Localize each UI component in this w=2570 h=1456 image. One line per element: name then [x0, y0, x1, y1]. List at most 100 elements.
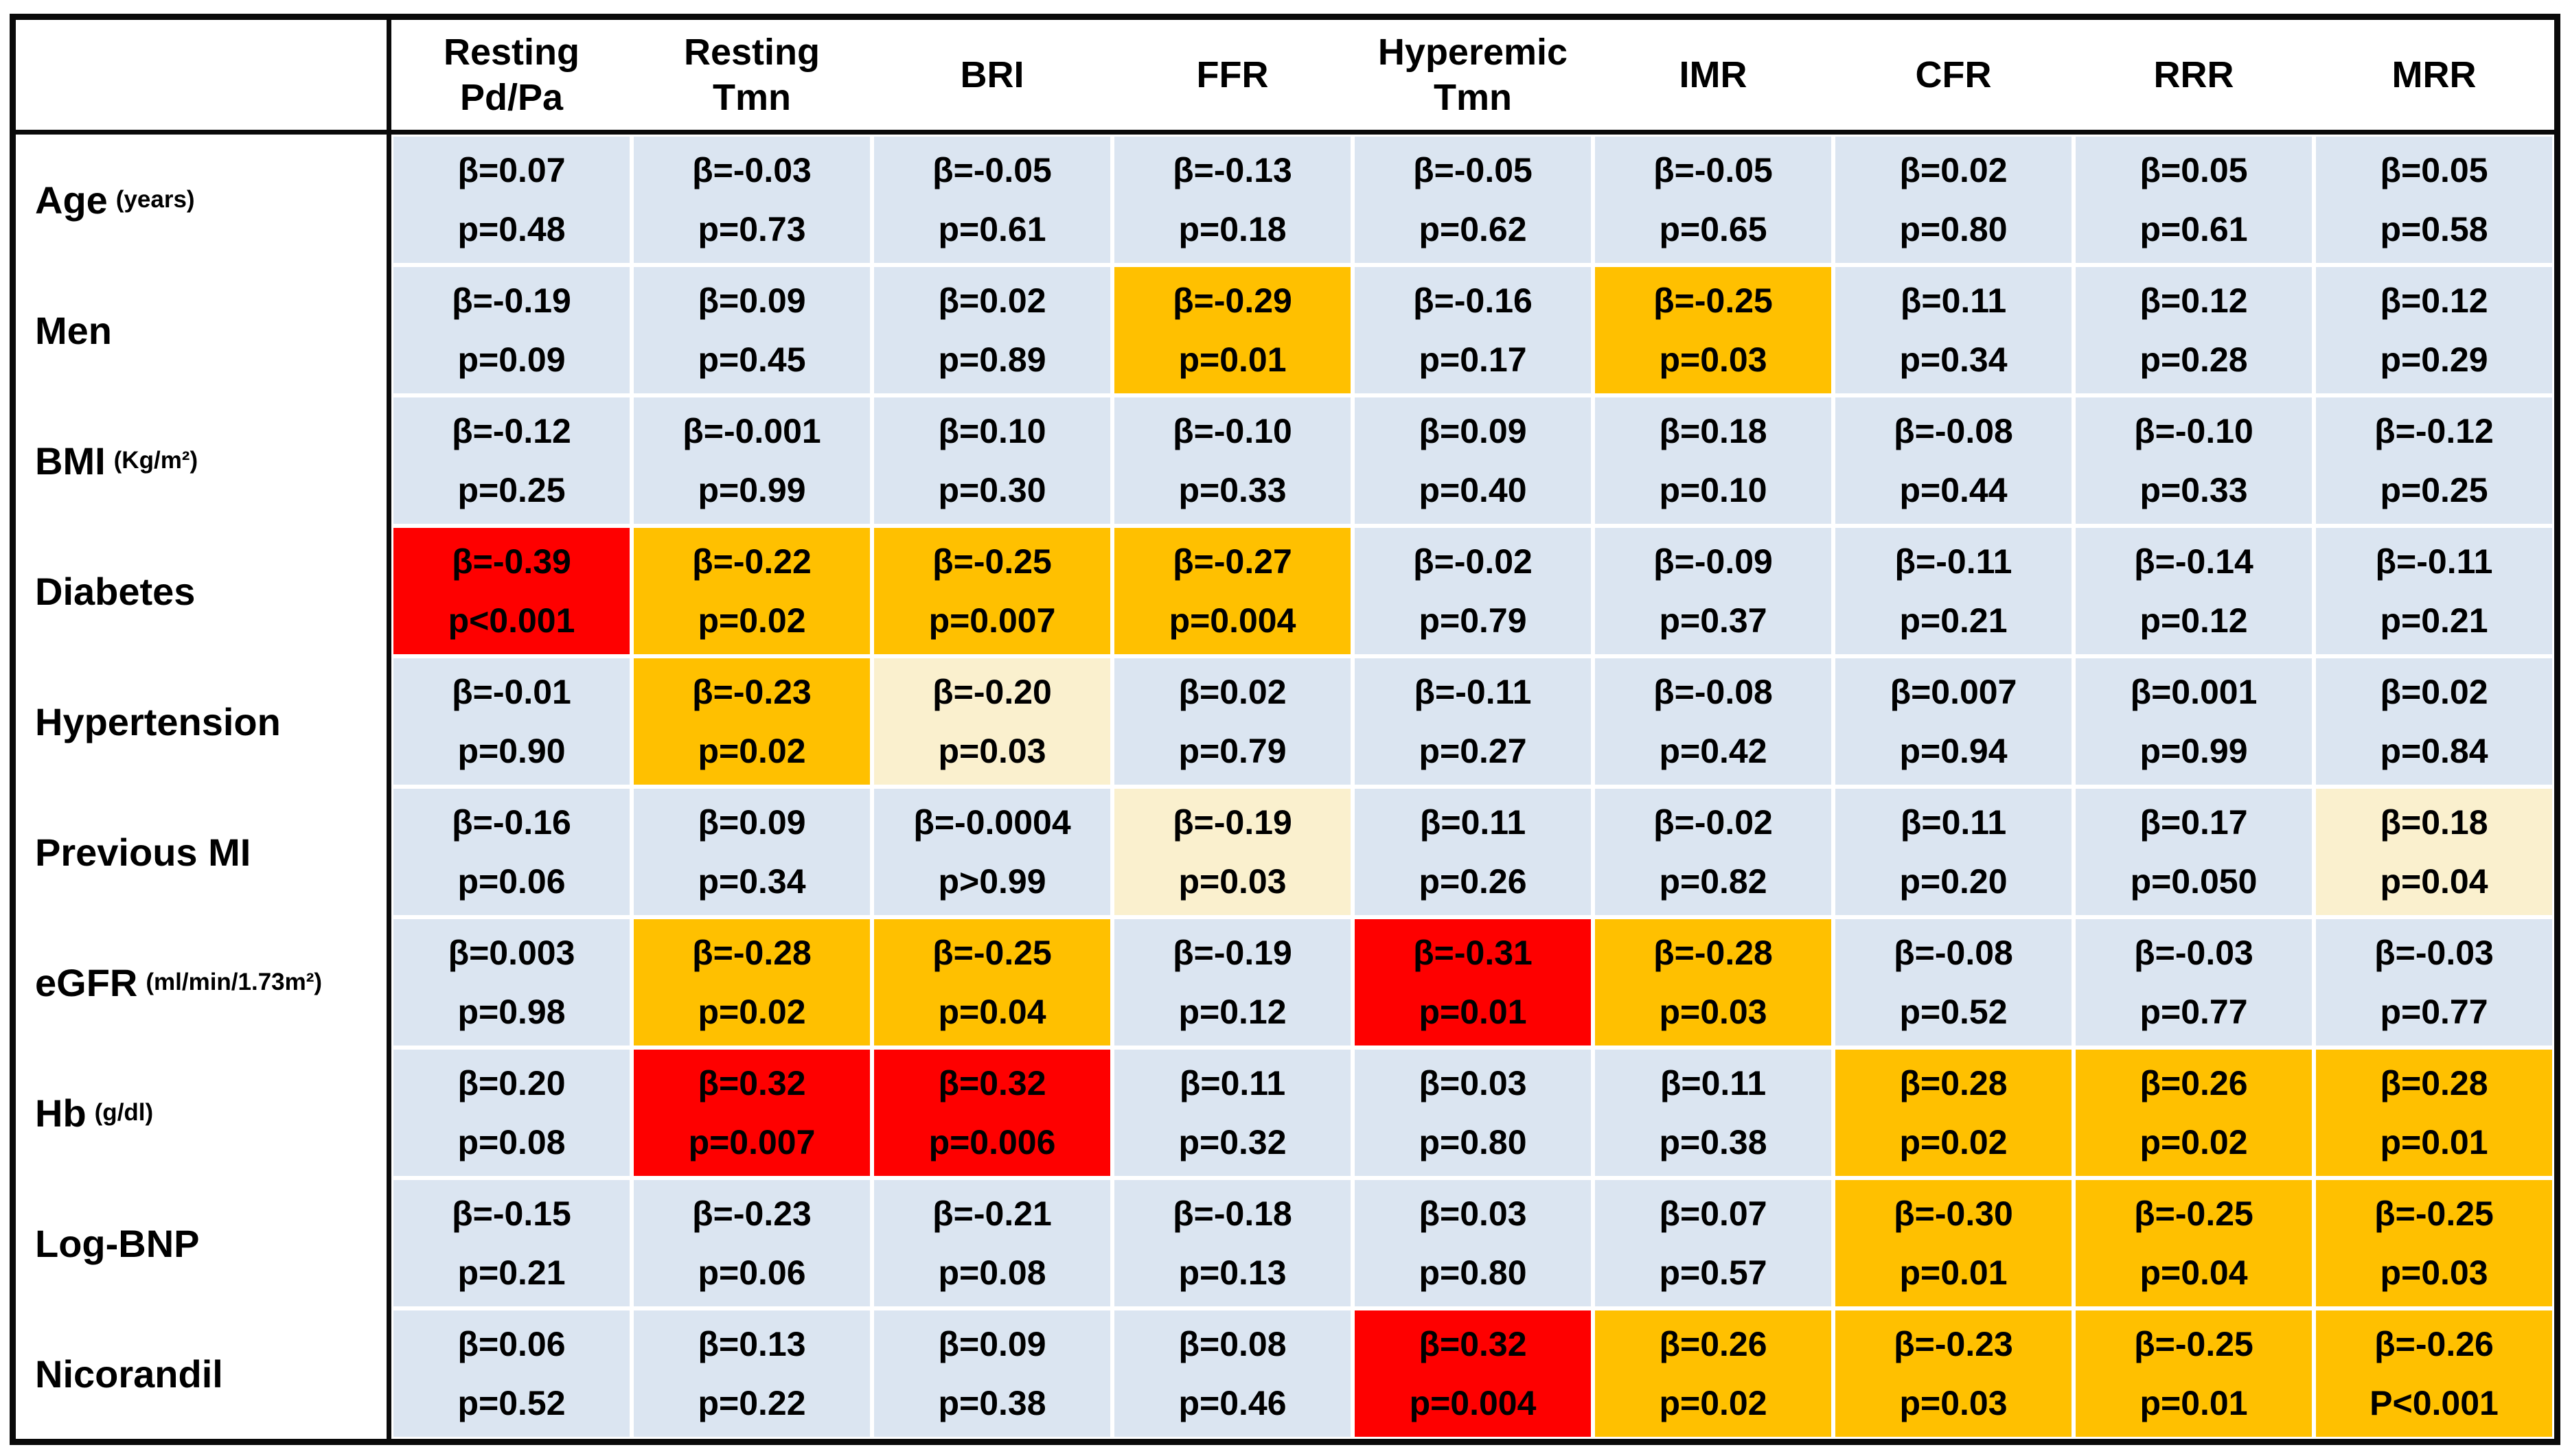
stat-cell: β=0.17 p=0.050	[2074, 787, 2314, 917]
stat-cell: β=-0.25 p=0.03	[2314, 1178, 2554, 1308]
row-label: BMI (Kg/m²)	[16, 395, 387, 526]
p-value: p=0.02	[698, 601, 806, 640]
column-header-label: MRR	[2391, 54, 2477, 95]
p-value: p=0.03	[938, 732, 1046, 770]
p-value: p=0.17	[1419, 340, 1527, 379]
beta-value: β=0.11	[1179, 1064, 1286, 1102]
p-value: p=0.44	[1899, 471, 2008, 509]
beta-value: β=-0.18	[1173, 1194, 1292, 1233]
stat-cell: β=-0.12 p=0.25	[2314, 395, 2554, 526]
p-value: p=0.99	[2139, 732, 2248, 770]
beta-value: β=-0.25	[2374, 1194, 2494, 1233]
p-value: p=0.03	[2380, 1253, 2488, 1292]
p-value: p=0.03	[1899, 1384, 2008, 1422]
p-value: p=0.26	[1419, 862, 1527, 901]
stat-cell: β=-0.09 p=0.37	[1593, 526, 1833, 656]
row-label-text: BMI	[35, 439, 106, 483]
p-value: p=0.28	[2139, 340, 2248, 379]
p-value: p=0.82	[1659, 862, 1767, 901]
stat-cell: β=-0.23 p=0.06	[632, 1178, 872, 1308]
stat-cell: β=-0.001 p=0.99	[632, 395, 872, 526]
beta-value: β=0.03	[1419, 1064, 1527, 1102]
stat-cell: β=-0.05 p=0.65	[1593, 135, 1833, 265]
column-header: IMR	[1593, 20, 1833, 130]
beta-value: β=-0.23	[1894, 1325, 2013, 1363]
p-value: p=0.007	[928, 601, 1056, 640]
beta-value: β=0.11	[1660, 1064, 1767, 1102]
stat-cell: β=-0.19 p=0.09	[391, 265, 632, 395]
beta-value: β=0.11	[1900, 281, 2007, 320]
p-value: p=0.10	[1659, 471, 1767, 509]
stat-cell: β=0.001 p=0.99	[2074, 656, 2314, 787]
beta-value: β=0.28	[1899, 1064, 2008, 1102]
beta-value: β=-0.02	[1653, 803, 1773, 842]
row-label: eGFR (ml/min/1.73m²)	[16, 917, 387, 1048]
p-value: P<0.001	[2370, 1384, 2499, 1422]
p-value: p=0.22	[698, 1384, 806, 1422]
beta-value: β=-0.08	[1894, 412, 2013, 450]
beta-value: β=0.001	[2130, 673, 2258, 711]
beta-value: β=-0.25	[932, 542, 1052, 581]
beta-value: β=0.003	[448, 934, 575, 972]
p-value: p=0.33	[1178, 471, 1287, 509]
stat-cell: β=-0.03 p=0.77	[2074, 917, 2314, 1048]
p-value: p=0.90	[457, 732, 566, 770]
beta-value: β=0.02	[938, 281, 1046, 320]
p-value: p=0.46	[1178, 1384, 1287, 1422]
p-value: p=0.21	[1899, 601, 2008, 640]
p-value: p=0.12	[2139, 601, 2248, 640]
stat-cell: β=-0.08 p=0.42	[1593, 656, 1833, 787]
p-value: p=0.050	[2130, 862, 2258, 901]
stat-cell: β=0.12 p=0.29	[2314, 265, 2554, 395]
beta-value: β=0.13	[698, 1325, 806, 1363]
stat-cell: β=-0.13 p=0.18	[1112, 135, 1353, 265]
p-value: p=0.32	[1178, 1123, 1287, 1162]
beta-value: β=-0.14	[2134, 542, 2253, 581]
p-value: p=0.03	[1178, 862, 1287, 901]
row-label-unit: (g/dl)	[94, 1099, 154, 1126]
p-value: p=0.12	[1178, 993, 1287, 1031]
p-value: p=0.007	[688, 1123, 816, 1162]
row-label-text: Men	[35, 308, 112, 352]
column-header: Resting Tmn	[632, 20, 872, 130]
beta-value: β=0.07	[457, 151, 566, 189]
stat-cell: β=-0.19 p=0.03	[1112, 787, 1353, 917]
stat-cell: β=0.03 p=0.80	[1353, 1048, 1593, 1178]
row-label-unit: (years)	[115, 186, 195, 213]
beta-value: β=0.03	[1419, 1194, 1527, 1233]
column-header: BRI	[872, 20, 1112, 130]
row-label: Diabetes	[16, 526, 387, 656]
corner-cell	[16, 20, 387, 130]
row-label-text: Nicorandil	[35, 1352, 223, 1396]
row-label-text: Log-BNP	[35, 1221, 200, 1265]
beta-value: β=0.09	[698, 803, 806, 842]
beta-value: β=-0.10	[1173, 412, 1292, 450]
stat-cell: β=0.03 p=0.80	[1353, 1178, 1593, 1308]
stat-cell: β=0.11 p=0.32	[1112, 1048, 1353, 1178]
p-value: p=0.04	[2139, 1253, 2248, 1292]
stat-cell: β=-0.26 P<0.001	[2314, 1308, 2554, 1439]
p-value: p=0.80	[1419, 1253, 1527, 1292]
stat-cell: β=-0.31 p=0.01	[1353, 917, 1593, 1048]
beta-value: β=-0.23	[692, 673, 812, 711]
p-value: p=0.04	[938, 993, 1046, 1031]
p-value: p=0.34	[698, 862, 806, 901]
stat-cell: β=0.02 p=0.79	[1112, 656, 1353, 787]
p-value: p=0.004	[1169, 601, 1296, 640]
p-value: p=0.21	[2380, 601, 2488, 640]
beta-value: β=-0.28	[1653, 934, 1773, 972]
p-value: p=0.30	[938, 471, 1046, 509]
column-header-label: Resting Tmn	[683, 32, 821, 118]
stat-cell: β=-0.03 p=0.73	[632, 135, 872, 265]
beta-value: β=0.08	[1178, 1325, 1287, 1363]
beta-value: β=-0.25	[1653, 281, 1773, 320]
stat-cell: β=0.26 p=0.02	[1593, 1308, 1833, 1439]
column-header-label: Hyperemic Tmn	[1377, 32, 1568, 118]
beta-value: β=0.02	[2380, 673, 2488, 711]
beta-value: β=-0.19	[1173, 803, 1292, 842]
beta-value: β=0.17	[2139, 803, 2248, 842]
stat-cell: β=-0.23 p=0.03	[1833, 1308, 2074, 1439]
stat-cell: β=-0.25 p=0.04	[2074, 1178, 2314, 1308]
stat-cell: β=-0.16 p=0.17	[1353, 265, 1593, 395]
stat-cell: β=0.02 p=0.89	[872, 265, 1112, 395]
